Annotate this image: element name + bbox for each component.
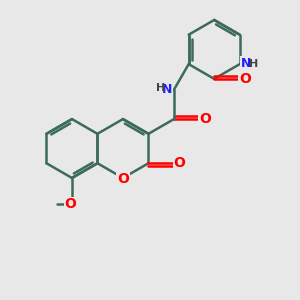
Text: H: H [155,83,165,93]
Text: N: N [162,83,173,96]
Text: H: H [249,58,258,69]
Text: O: O [173,156,185,170]
Text: N: N [241,57,251,70]
Text: O: O [64,197,76,212]
Text: O: O [199,112,211,126]
Text: O: O [239,72,251,86]
Text: O: O [117,172,129,186]
